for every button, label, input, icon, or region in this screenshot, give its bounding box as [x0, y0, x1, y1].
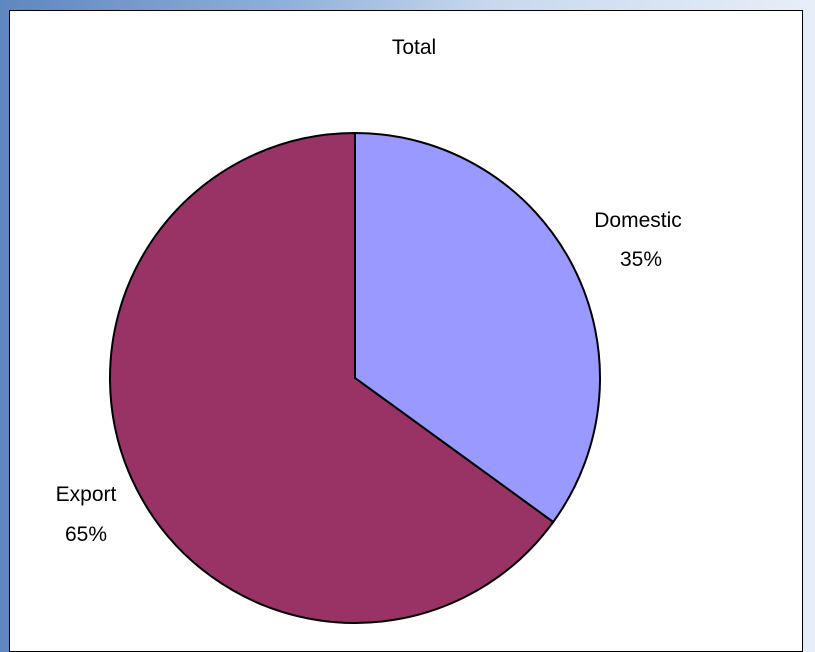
- pie-slice-domestic: [354, 131, 601, 524]
- slice-percent-export: 65%: [65, 523, 107, 546]
- chart-title: Total: [392, 36, 436, 59]
- pie-slice-export: [109, 131, 555, 624]
- pie-slices: [109, 131, 601, 624]
- slice-percent-domestic: 35%: [620, 248, 662, 271]
- slice-label-export: Export: [56, 483, 117, 506]
- slice-label-domestic: Domestic: [594, 209, 682, 232]
